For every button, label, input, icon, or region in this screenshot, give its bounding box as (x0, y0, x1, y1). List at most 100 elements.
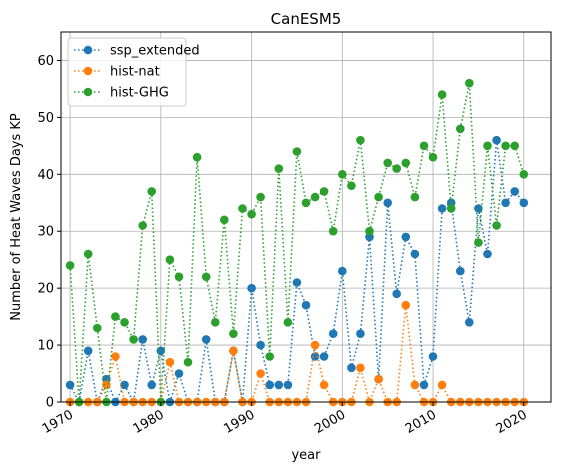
data-point (383, 198, 393, 208)
data-point (501, 198, 510, 208)
data-point (165, 255, 175, 264)
data-point (338, 170, 347, 179)
y-ticks: 0 10 20 30 40 50 60 (37, 54, 61, 411)
data-point (319, 380, 329, 390)
data-point (274, 164, 284, 173)
y-tick-label: 30 (37, 225, 54, 240)
grid (61, 32, 551, 403)
x-tick-label: 2000 (312, 407, 348, 437)
data-point (410, 249, 420, 259)
legend-marker (83, 66, 93, 76)
data-point (356, 329, 365, 339)
legend-item: hist-GHG (74, 86, 169, 101)
x-tick-label: 2020 (494, 407, 530, 437)
legend-marker (83, 45, 93, 55)
data-point (356, 135, 365, 145)
data-point (174, 369, 184, 378)
data-point (446, 204, 456, 213)
data-point (483, 249, 492, 259)
series-ssp_extended (65, 135, 529, 407)
data-point (256, 369, 265, 378)
data-point (138, 335, 147, 344)
y-axis-label: Number of Heat Waves Days KP (9, 113, 24, 321)
series-line (69, 140, 525, 405)
data-point (365, 226, 374, 236)
series-line (70, 305, 524, 405)
data-point (220, 215, 229, 225)
legend-label: hist-nat (110, 65, 160, 80)
data-point (120, 318, 129, 327)
data-point (410, 380, 420, 390)
y-tick-label: 50 (37, 111, 54, 126)
data-point (83, 249, 93, 259)
legend-label: ssp_extended (110, 44, 200, 59)
data-point (265, 352, 275, 361)
data-point (310, 352, 320, 361)
x-tick-label: 1980 (131, 407, 167, 437)
data-point (274, 380, 284, 390)
y-tick-label: 40 (37, 168, 54, 183)
data-point (147, 187, 156, 196)
data-point (120, 380, 129, 390)
legend-item: hist-nat (74, 65, 160, 80)
data-point (102, 380, 111, 390)
data-point (192, 152, 202, 162)
data-point (310, 340, 320, 350)
data-point (483, 141, 492, 151)
x-ticks: 1970 1980 1990 2000 2010 2020 (40, 402, 530, 437)
data-point (510, 187, 519, 196)
data-point (328, 329, 338, 339)
data-point (301, 300, 311, 310)
y-tick-label: 20 (37, 282, 54, 297)
data-point (129, 335, 138, 344)
data-point (392, 289, 402, 299)
data-point (319, 352, 329, 361)
data-point (256, 192, 265, 202)
data-point (65, 380, 75, 390)
data-point (456, 266, 465, 276)
series-line (69, 83, 525, 403)
data-point (374, 374, 383, 384)
data-point (347, 363, 356, 373)
data-point (310, 192, 320, 202)
data-point (419, 380, 429, 390)
data-point (474, 204, 483, 213)
data-point (111, 352, 120, 361)
data-point (401, 300, 411, 310)
data-point (93, 323, 102, 333)
legend-label: hist-GHG (110, 86, 169, 101)
data-point (328, 226, 338, 236)
data-point (465, 318, 474, 327)
x-axis-label: year (291, 448, 321, 463)
data-point (238, 204, 247, 213)
data-point (229, 329, 238, 339)
data-point (201, 272, 211, 282)
data-point (410, 192, 420, 202)
data-point (301, 198, 311, 208)
data-point (147, 380, 156, 390)
data-point (83, 346, 93, 356)
data-point (319, 187, 329, 196)
legend: ssp_extended hist-nat hist-GHG (67, 37, 200, 107)
data-point (456, 124, 465, 134)
data-point (256, 340, 265, 350)
data-point (428, 152, 438, 162)
data-point (65, 261, 75, 270)
y-tick-label: 0 (46, 396, 54, 411)
data-point (519, 198, 529, 208)
data-point (247, 209, 256, 219)
data-point (265, 380, 275, 390)
data-point (474, 238, 483, 247)
data-point (374, 192, 383, 202)
data-point (492, 221, 501, 230)
data-point (283, 318, 293, 327)
data-point (338, 266, 347, 276)
data-point (292, 147, 302, 156)
data-point (229, 346, 238, 356)
data-point (437, 380, 447, 390)
data-point (383, 158, 393, 168)
x-tick-label: 2010 (403, 407, 439, 437)
data-point (138, 221, 147, 230)
chart-title: CanESM5 (271, 10, 342, 28)
